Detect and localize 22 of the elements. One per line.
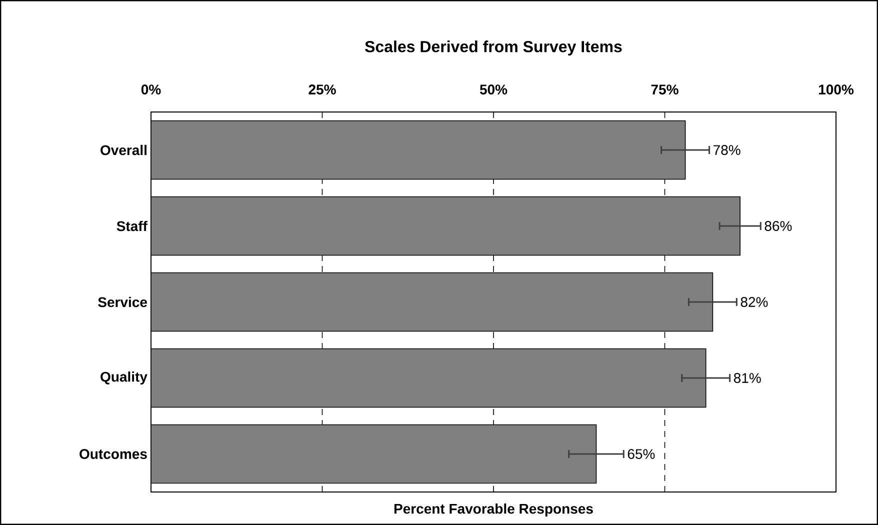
data-label: 78% xyxy=(714,145,740,155)
bar xyxy=(151,120,686,180)
x-tick-label: 75% xyxy=(651,84,678,94)
y-tick-label: Overall xyxy=(100,144,146,156)
chart-title: Scales Derived from Survey Items xyxy=(365,40,622,56)
x-axis-title: Percent Favorable Responses xyxy=(394,503,593,517)
x-tick-label: 100% xyxy=(818,84,854,94)
x-tick-label: 50% xyxy=(480,84,508,94)
y-tick-label: Service xyxy=(98,296,147,308)
x-tick-label: 0% xyxy=(141,84,161,94)
bar xyxy=(151,272,714,332)
data-label: 65% xyxy=(628,449,655,459)
bar xyxy=(151,196,741,256)
data-label: 86% xyxy=(764,221,792,231)
y-tick-label: Staff xyxy=(116,220,148,232)
y-tick-label: Outcomes xyxy=(80,449,147,459)
bar xyxy=(151,424,597,484)
data-label: 82% xyxy=(740,297,768,307)
data-label: 81% xyxy=(734,373,761,383)
x-tick-label: 25% xyxy=(308,84,336,94)
bar xyxy=(151,348,706,408)
y-tick-label: Quality xyxy=(100,371,148,385)
